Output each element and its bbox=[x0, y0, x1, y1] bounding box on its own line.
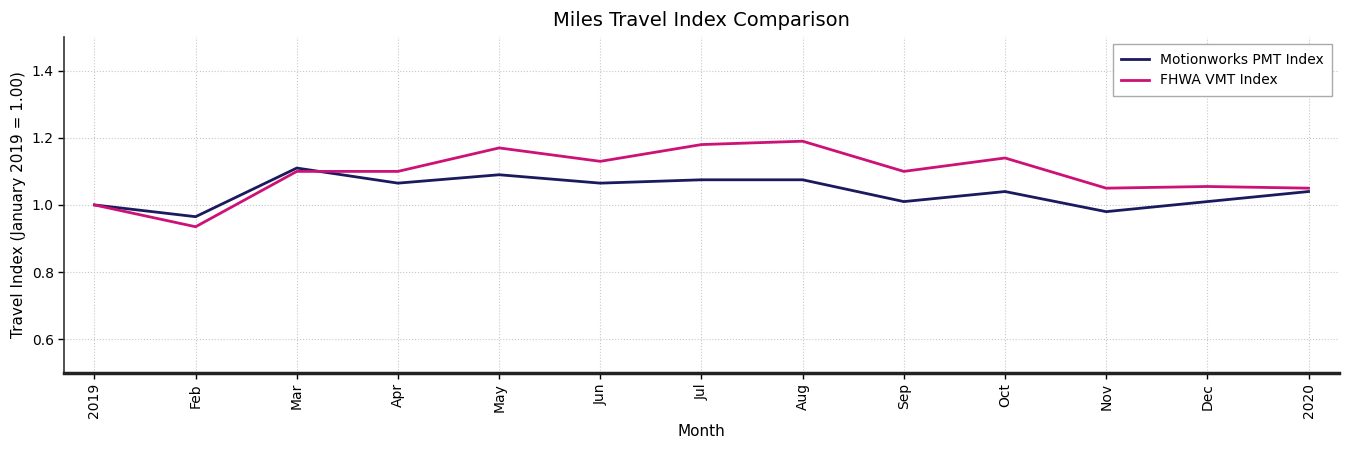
FHWA VMT Index bbox=[1098, 185, 1114, 191]
FHWA VMT Index bbox=[694, 142, 710, 147]
Legend: Motionworks PMT Index, FHWA VMT Index: Motionworks PMT Index, FHWA VMT Index bbox=[1112, 44, 1332, 96]
Y-axis label: Travel Index (January 2019 = 1.00): Travel Index (January 2019 = 1.00) bbox=[11, 72, 26, 338]
Motionworks PMT Index bbox=[1098, 209, 1114, 214]
FHWA VMT Index bbox=[491, 145, 508, 151]
Motionworks PMT Index bbox=[1199, 199, 1215, 204]
FHWA VMT Index bbox=[289, 169, 305, 174]
Motionworks PMT Index bbox=[86, 202, 103, 207]
Motionworks PMT Index bbox=[491, 172, 508, 177]
Line: FHWA VMT Index: FHWA VMT Index bbox=[95, 141, 1308, 227]
Title: Miles Travel Index Comparison: Miles Travel Index Comparison bbox=[554, 11, 850, 30]
FHWA VMT Index bbox=[188, 224, 204, 230]
Motionworks PMT Index bbox=[896, 199, 913, 204]
Motionworks PMT Index bbox=[593, 180, 609, 186]
Motionworks PMT Index bbox=[289, 165, 305, 171]
Motionworks PMT Index bbox=[795, 177, 811, 183]
Motionworks PMT Index bbox=[188, 214, 204, 220]
FHWA VMT Index bbox=[795, 139, 811, 144]
Motionworks PMT Index bbox=[390, 180, 406, 186]
Motionworks PMT Index bbox=[694, 177, 710, 183]
FHWA VMT Index bbox=[390, 169, 406, 174]
FHWA VMT Index bbox=[996, 155, 1012, 161]
Motionworks PMT Index bbox=[1300, 189, 1316, 194]
Motionworks PMT Index bbox=[996, 189, 1012, 194]
FHWA VMT Index bbox=[1300, 185, 1316, 191]
FHWA VMT Index bbox=[896, 169, 913, 174]
FHWA VMT Index bbox=[1199, 184, 1215, 189]
FHWA VMT Index bbox=[593, 159, 609, 164]
X-axis label: Month: Month bbox=[678, 424, 725, 439]
FHWA VMT Index bbox=[86, 202, 103, 207]
Line: Motionworks PMT Index: Motionworks PMT Index bbox=[95, 168, 1308, 217]
